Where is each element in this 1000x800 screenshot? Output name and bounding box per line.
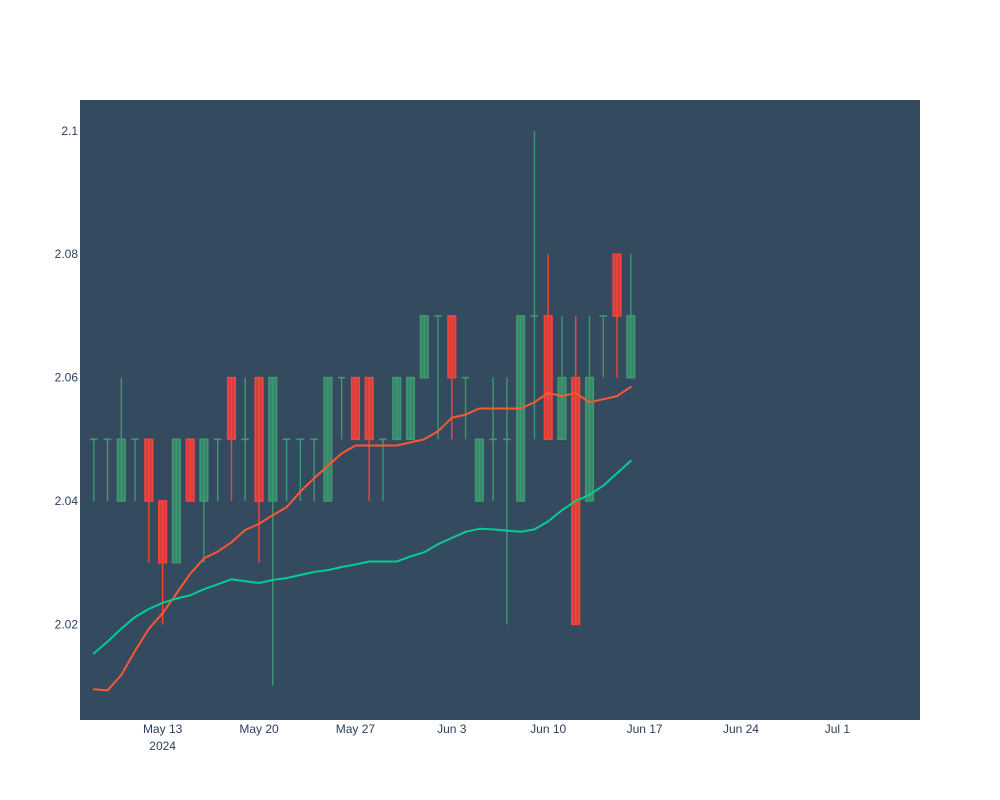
candle-body xyxy=(185,438,195,502)
y-tick-label: 2.02 xyxy=(55,617,79,631)
candle xyxy=(350,376,360,441)
candle xyxy=(612,253,622,378)
x-tick-label: Jun 10 xyxy=(530,722,566,736)
moving-average-lines xyxy=(92,385,632,692)
candle-body xyxy=(323,376,333,502)
candle-body xyxy=(612,253,622,317)
candle xyxy=(199,438,209,563)
candle xyxy=(434,315,442,440)
candle-body xyxy=(543,315,553,441)
y-tick-label: 2.04 xyxy=(55,494,79,508)
x-tick-label: May 27 xyxy=(336,722,376,736)
x-tick-label: Jun 17 xyxy=(627,722,663,736)
candle xyxy=(241,377,250,501)
candle-body xyxy=(144,438,154,502)
candle xyxy=(599,315,608,378)
candle xyxy=(103,438,112,501)
candle xyxy=(254,376,264,563)
candle xyxy=(226,376,237,501)
candle-body xyxy=(364,376,374,441)
candle-body xyxy=(268,376,278,502)
candle xyxy=(557,315,567,441)
candle-body xyxy=(405,376,416,441)
series-line-2 xyxy=(92,459,632,655)
y-tick-label: 2.08 xyxy=(55,247,79,261)
candle xyxy=(185,438,195,502)
candle xyxy=(310,438,318,501)
candle xyxy=(131,438,139,501)
candle xyxy=(626,254,636,379)
candle xyxy=(89,438,98,501)
x-axis: May 13 2024 May 20 May 27 Jun 3 Jun 10 Jun 17 J… xyxy=(143,722,850,753)
candle-body xyxy=(158,500,168,564)
candle-body xyxy=(116,438,126,502)
candle-body xyxy=(350,376,360,441)
series-line-1 xyxy=(92,385,632,692)
candle xyxy=(461,376,470,440)
x-tick-label: Jun 24 xyxy=(723,722,759,736)
candle xyxy=(213,438,222,501)
candle-body xyxy=(447,315,457,379)
y-axis: 2.02 2.04 2.06 2.08 2.1 xyxy=(55,124,79,632)
candle xyxy=(268,376,278,687)
y-tick-label: 2.1 xyxy=(61,124,78,138)
candle-body xyxy=(226,376,237,441)
candle-body xyxy=(474,438,484,502)
candle-body xyxy=(199,438,209,502)
candle xyxy=(379,438,387,501)
plot-area xyxy=(80,100,920,720)
candle xyxy=(364,376,374,501)
candle xyxy=(474,438,484,502)
candle xyxy=(171,438,181,564)
candle-body xyxy=(171,438,181,564)
candle xyxy=(503,377,511,625)
x-tick-label: May 20 xyxy=(239,722,279,736)
candle-body xyxy=(626,315,636,379)
candle xyxy=(489,377,497,501)
candle-body xyxy=(419,315,429,379)
candle xyxy=(543,254,553,441)
x-tick-label: Jul 1 xyxy=(825,722,851,736)
y-tick-label: 2.06 xyxy=(55,371,79,385)
candle xyxy=(584,315,595,502)
candle xyxy=(282,438,291,501)
candle-body xyxy=(392,376,402,441)
candle xyxy=(419,315,429,379)
candle xyxy=(405,376,416,441)
candle xyxy=(144,438,154,563)
candle xyxy=(392,376,402,441)
candle xyxy=(323,376,333,502)
candle-body xyxy=(254,376,264,502)
candle xyxy=(116,377,126,502)
candle xyxy=(337,376,346,440)
candle-body xyxy=(584,376,595,502)
x-tick-label: Jun 3 xyxy=(437,722,467,736)
x-tick-label: May 13 xyxy=(143,722,183,736)
candle xyxy=(530,130,539,440)
x-tick-sublabel: 2024 xyxy=(149,739,176,753)
candle-body xyxy=(557,376,567,441)
